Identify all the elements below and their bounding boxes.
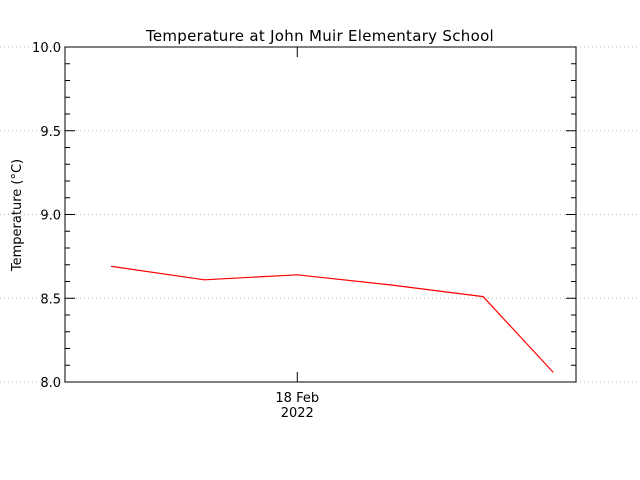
data-point xyxy=(389,284,391,286)
y-tick-label: 8.5 xyxy=(40,292,61,307)
data-point xyxy=(482,295,484,298)
data-point xyxy=(296,274,298,276)
y-axis-label: Temperature (°C) xyxy=(10,159,25,272)
gridlines xyxy=(0,46,640,383)
y-tick-label: 9.0 xyxy=(40,209,61,224)
plot-frame xyxy=(64,46,577,383)
data-point xyxy=(552,371,554,373)
y-tick-label: 9.5 xyxy=(40,125,61,140)
series-line xyxy=(111,265,554,373)
y-tick-label: 10.0 xyxy=(32,41,61,56)
data-point xyxy=(203,279,205,281)
x-tick-label-year: 2022 xyxy=(281,406,314,421)
y-tick-labels: 8.0 8.5 9.0 9.5 10.0 xyxy=(32,41,61,391)
data-point xyxy=(110,265,113,268)
x-tick-label-date: 18 Feb xyxy=(275,391,319,406)
y-tick-label: 8.0 xyxy=(40,376,61,391)
chart-title: Temperature at John Muir Elementary Scho… xyxy=(145,27,494,45)
axis-ticks xyxy=(65,46,576,383)
series-group xyxy=(110,265,554,373)
